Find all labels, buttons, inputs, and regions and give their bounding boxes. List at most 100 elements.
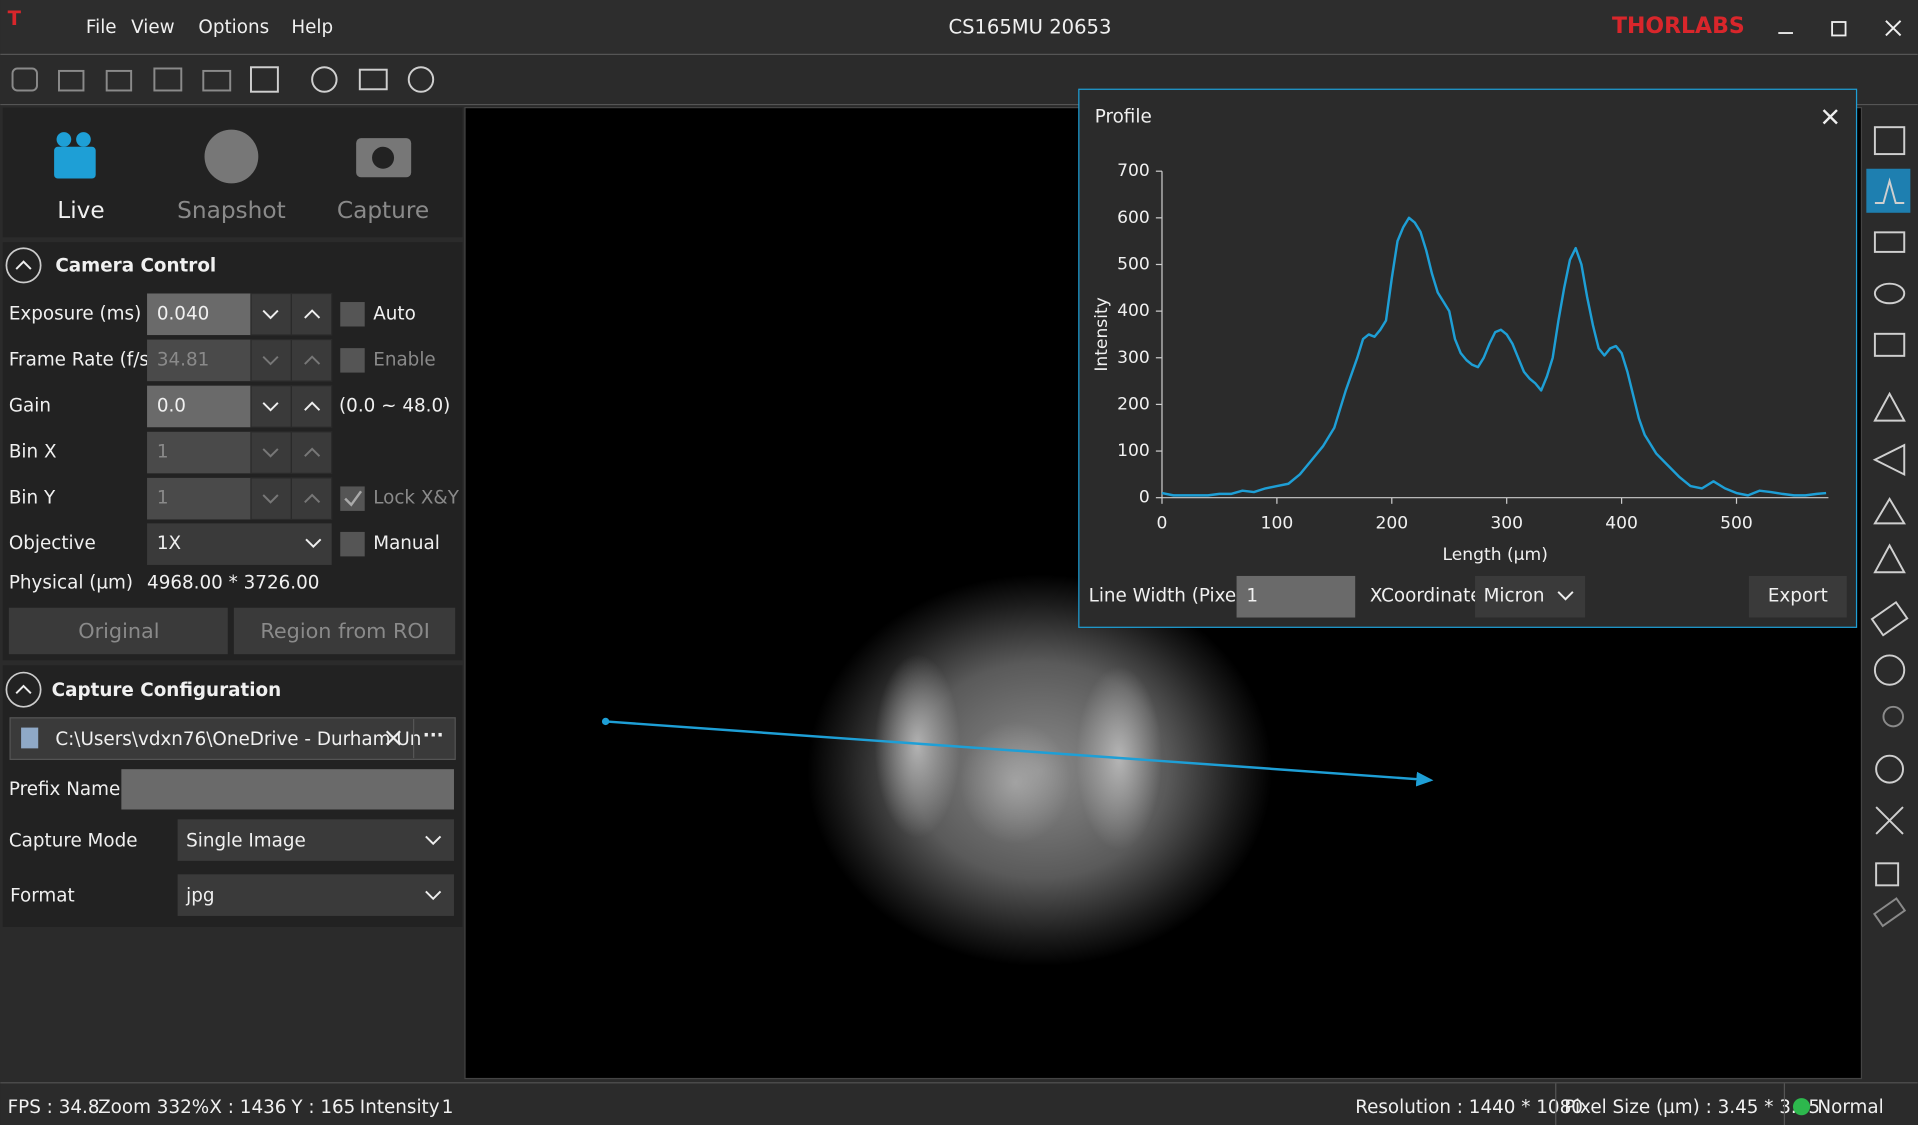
tool-icon[interactable] [105,69,133,92]
spin-down[interactable] [250,431,292,474]
format-dropdown[interactable] [177,874,454,916]
chevron [1557,591,1574,601]
tool-icon[interactable] [11,67,38,92]
collapse-button[interactable] [5,247,42,284]
side-tool[interactable] [1874,177,1905,204]
menu-item[interactable]: File [86,17,117,38]
status-text: Zoom 332% [98,1097,209,1118]
tab[interactable]: Capture [337,197,429,224]
export-button[interactable] [1748,575,1847,618]
spin-up[interactable] [290,292,333,336]
tool-icon[interactable] [202,69,232,92]
side-tool[interactable] [1875,754,1904,784]
side-tool[interactable] [1873,332,1906,357]
spin-up[interactable] [290,431,333,474]
spin-down[interactable] [250,385,292,428]
collapse-button[interactable] [5,671,42,708]
side-tool[interactable] [1873,654,1906,686]
tool-icon[interactable] [250,66,279,93]
numeric-input[interactable] [147,477,251,520]
side-tool-selected[interactable] [1866,168,1911,213]
tab-icon [204,129,259,184]
side-tool[interactable] [1872,443,1906,477]
status-indicator [1792,1098,1811,1116]
side-tool[interactable] [1872,897,1907,928]
numeric-input[interactable] [147,431,251,474]
close[interactable] [1885,20,1902,37]
tab-icon [54,132,96,179]
side-tool[interactable] [1873,282,1906,305]
tool-icon[interactable] [311,66,338,93]
mode-dropdown[interactable] [177,819,454,861]
tool-icon[interactable] [407,66,435,93]
input-value: 34.81 [157,349,209,370]
side-tool[interactable] [1882,705,1905,728]
checkmark [344,490,363,507]
profile-curve [1161,216,1827,497]
menu-item[interactable]: Options [198,17,269,38]
checkbox[interactable] [340,348,365,373]
side-tool[interactable] [1873,543,1906,574]
prefix-input[interactable] [121,769,454,810]
field-label: Exposure (ms) [9,303,141,324]
button-label: Original [78,619,159,643]
spin-down[interactable] [250,292,292,336]
field-value: 4968.00 * 3726.00 [147,572,319,593]
side-tool[interactable] [1875,862,1900,887]
tab[interactable]: Snapshot [177,197,286,224]
clear-button[interactable] [385,730,401,746]
spin-up[interactable] [290,385,333,428]
line-handle[interactable] [601,717,610,726]
numeric-input[interactable] [147,339,251,382]
side-tool[interactable] [1870,600,1909,637]
numeric-input[interactable] [147,293,251,336]
checkbox[interactable] [340,486,365,511]
spin-up[interactable] [290,338,333,382]
side-tool[interactable] [1875,806,1904,835]
panel-close[interactable] [1822,109,1838,125]
y-tick-label: 600 [1117,208,1150,228]
numeric-input[interactable] [147,385,251,428]
line-width-input[interactable] [1236,575,1356,618]
side-tool[interactable] [1873,497,1906,525]
app-logo: T [8,7,22,30]
spin-up[interactable] [290,477,333,521]
field-label: Bin X [9,442,57,463]
chevron [15,260,32,270]
button[interactable] [8,607,228,655]
spin-down[interactable] [250,338,292,382]
side-tool[interactable] [1873,231,1906,253]
chevron [425,835,442,846]
restore[interactable] [1831,21,1847,37]
y-tick-label: 0 [1139,488,1150,508]
range-text: (0.0 ~ 48.0) [339,395,450,416]
field-label: Line Width (Pixel) [1089,586,1249,607]
dropdown-value: Single Image [186,830,306,851]
tool-icon[interactable] [358,68,388,91]
profile-line[interactable] [605,720,1434,787]
checkbox[interactable] [340,302,365,327]
field-label: Format [10,885,75,906]
button-label: Region from ROI [260,619,430,643]
objective-dropdown[interactable] [147,523,332,565]
beam-image [874,654,961,838]
button[interactable] [233,607,456,655]
checkbox[interactable] [340,531,365,557]
side-tool[interactable] [1873,391,1906,422]
browse-button[interactable]: ··· [423,725,444,746]
tab[interactable]: Live [57,197,104,224]
tool-icon[interactable] [153,67,183,92]
status-text: Y : 165 [290,1097,355,1118]
x-tick-label: 200 [1375,513,1408,533]
y-tick-label: 400 [1117,301,1150,321]
side-tool[interactable] [1873,126,1906,156]
path-box[interactable] [9,717,456,760]
spin-down[interactable] [250,477,292,521]
field-label: Prefix Name [9,779,120,800]
menu-item[interactable]: Help [291,17,333,38]
y-axis-label: Intensity [1092,297,1112,371]
menu-item[interactable]: View [131,17,175,38]
tool-icon[interactable] [58,69,85,92]
